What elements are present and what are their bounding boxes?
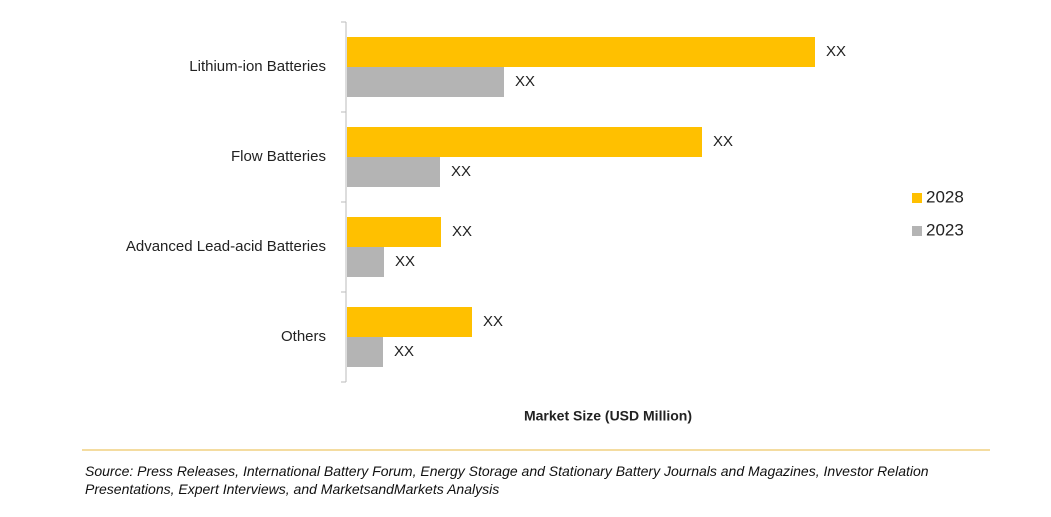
data-label: XX [483, 313, 503, 330]
bar [347, 157, 440, 187]
x-axis-title: Market Size (USD Million) [524, 408, 692, 424]
bar [347, 217, 441, 247]
bar [347, 307, 472, 337]
bar [347, 247, 384, 277]
data-label: XX [395, 253, 415, 270]
data-label: XX [452, 223, 472, 240]
legend-label: 2028 [926, 187, 964, 206]
data-label: XX [451, 163, 471, 180]
y-tick-label: Advanced Lead-acid Batteries [126, 238, 326, 255]
bar [347, 37, 815, 67]
data-label: XX [394, 343, 414, 360]
y-tick-label: Others [281, 328, 326, 345]
y-tick-label: Flow Batteries [231, 148, 326, 165]
bar [347, 337, 383, 367]
data-label: XX [713, 133, 733, 150]
bar [347, 67, 504, 97]
data-label: XX [826, 43, 846, 60]
legend-swatch [912, 193, 922, 203]
legend-label: 2023 [926, 220, 964, 239]
y-tick-label: Lithium-ion Batteries [189, 58, 326, 75]
legend-swatch [912, 226, 922, 236]
data-label: XX [515, 73, 535, 90]
bar [347, 127, 702, 157]
source-note: Source: Press Releases, International Ba… [85, 463, 929, 497]
